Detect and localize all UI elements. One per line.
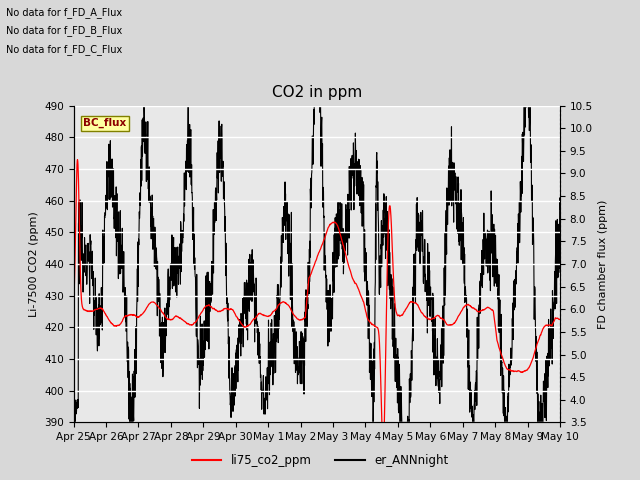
Title: CO2 in ppm: CO2 in ppm	[271, 85, 362, 100]
Text: No data for f_FD_C_Flux: No data for f_FD_C_Flux	[6, 44, 123, 55]
Legend: li75_co2_ppm, er_ANNnight: li75_co2_ppm, er_ANNnight	[187, 449, 453, 472]
Y-axis label: FD chamber flux (ppm): FD chamber flux (ppm)	[598, 199, 609, 329]
Text: No data for f_FD_A_Flux: No data for f_FD_A_Flux	[6, 7, 122, 18]
Y-axis label: Li-7500 CO2 (ppm): Li-7500 CO2 (ppm)	[29, 211, 38, 317]
Text: No data for f_FD_B_Flux: No data for f_FD_B_Flux	[6, 25, 123, 36]
Text: BC_flux: BC_flux	[83, 118, 127, 129]
